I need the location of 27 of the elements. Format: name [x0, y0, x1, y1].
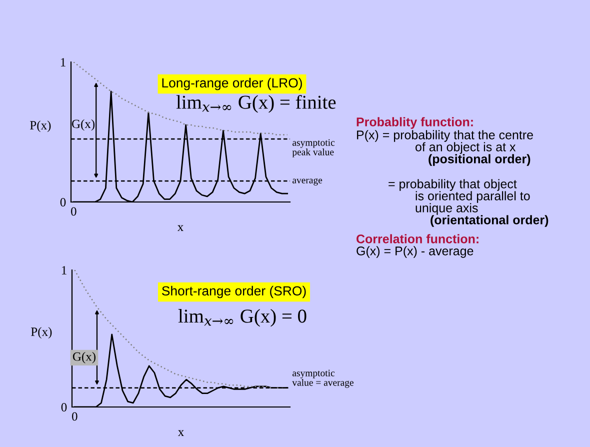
text: unique axis: [416, 203, 478, 215]
y-tick-label: 1: [60, 58, 66, 66]
y-axis-title: P(x): [30, 120, 51, 132]
text: (positional order): [428, 154, 530, 166]
annotation: G(x): [72, 119, 95, 131]
text: P(x) = probability that the centre: [357, 130, 533, 142]
text: Short-range order (SRO): [162, 286, 306, 298]
text: Long-range order (LRO): [162, 78, 302, 90]
y-axis-title: P(x): [31, 327, 52, 338]
text: = probability that object: [388, 179, 517, 191]
text: Correlation function:: [356, 234, 478, 244]
y-tick-label: 0: [61, 403, 67, 412]
text: G(x) = P(x) - average: [356, 246, 474, 258]
text: (orientational order): [430, 215, 548, 227]
ref-line-label: asymptotic peak value: [292, 139, 335, 158]
text: lim$_{x→∞}$ G(x) = 0: [178, 309, 306, 327]
y-tick-label: 0: [60, 198, 66, 206]
ref-line-label: average: [292, 178, 322, 186]
text: Probablity function:: [356, 117, 473, 129]
x-axis-title: x: [178, 430, 184, 436]
x-axis-title: x: [177, 225, 184, 232]
annotation: G(x): [72, 352, 96, 364]
text: lim$_{x→∞}$ G(x) = finite: [176, 94, 336, 113]
y-tick-label: 1: [62, 266, 66, 274]
text: of an object is at x: [416, 142, 516, 154]
ref-line-label: asymptotic value = average: [292, 370, 354, 388]
text: is oriented parallel to: [416, 191, 530, 203]
